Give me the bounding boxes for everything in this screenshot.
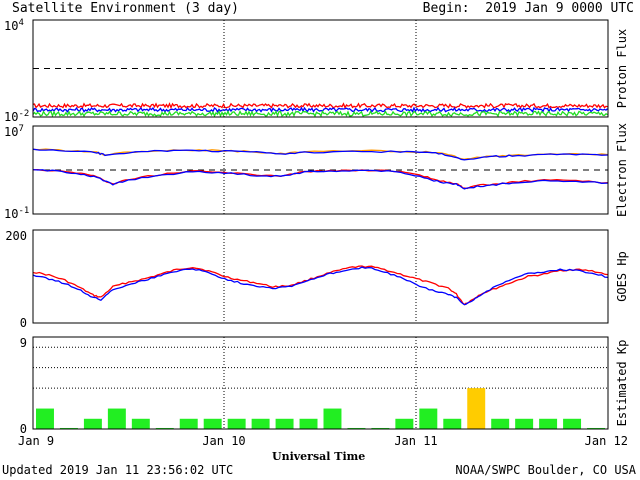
kp-bar	[491, 418, 510, 429]
y-tick-exponent: -1	[18, 206, 29, 216]
panel-frame	[32, 19, 609, 118]
kp-bar	[323, 408, 342, 429]
kp-bar	[587, 427, 605, 429]
y-axis-label: Proton Flux	[615, 29, 629, 108]
x-tick-label: Jan 9	[18, 434, 54, 448]
y-axis-label: Electron Flux	[615, 123, 629, 217]
y-tick-label: 0	[20, 316, 27, 330]
series-line-blue	[32, 168, 609, 190]
kp-bar	[59, 427, 78, 429]
begin-time: Begin: 2019 Jan 9 0000 UTC	[422, 1, 634, 16]
series-line-blue	[32, 106, 608, 114]
series-line-red	[32, 265, 609, 306]
credit-label: NOAA/SWPC Boulder, CO USA	[455, 463, 636, 477]
y-tick-label: 104	[4, 18, 24, 33]
kp-bar	[515, 418, 534, 429]
kp-bar	[443, 418, 462, 429]
y-tick-label: 107	[4, 124, 24, 139]
updated-timestamp: Updated 2019 Jan 11 23:56:02 UTC	[2, 463, 234, 477]
kp-bar	[83, 418, 102, 429]
x-axis-title: Universal Time	[272, 450, 366, 463]
kp-bar	[563, 418, 582, 429]
kp-bar	[299, 418, 318, 429]
kp-bar	[371, 427, 390, 429]
series-line-green	[32, 109, 608, 118]
y-tick-label: 9	[20, 336, 27, 350]
kp-bar	[419, 408, 438, 429]
y-axis-label: GOES Hp	[615, 251, 629, 302]
series-line-red	[32, 102, 608, 110]
kp-bar	[131, 418, 150, 429]
kp-bar	[107, 408, 126, 429]
kp-bar	[203, 418, 222, 429]
panel-frame	[32, 125, 609, 215]
series-line-blue	[32, 266, 609, 306]
y-tick-label: 200	[5, 229, 27, 243]
kp-bar	[395, 418, 414, 429]
panel-frame	[32, 229, 609, 324]
x-tick-label: Jan 11	[394, 434, 437, 448]
kp-bar	[467, 388, 486, 429]
kp-bar	[347, 427, 366, 429]
y-tick-exponent: 4	[18, 18, 23, 28]
y-tick-label: 10-2	[4, 109, 29, 124]
series-line-orange	[32, 148, 609, 160]
chart-title: Satellite Environment (3 day)	[12, 1, 239, 16]
series-line-blue	[32, 148, 609, 161]
panel-frame	[32, 336, 609, 430]
kp-bar	[275, 418, 294, 429]
y-tick-label: 0	[20, 422, 27, 436]
kp-bar	[251, 418, 270, 429]
kp-bar	[179, 418, 198, 429]
kp-bar	[539, 418, 558, 429]
kp-bar	[227, 418, 246, 429]
y-axis-label: Estimated Kp	[615, 340, 629, 427]
kp-bar	[36, 408, 54, 429]
x-tick-label: Jan 10	[202, 434, 245, 448]
series-line-red	[32, 169, 609, 190]
y-tick-exponent: 7	[18, 124, 23, 134]
y-tick-exponent: -2	[18, 109, 29, 119]
kp-bar	[155, 427, 174, 429]
x-tick-label: Jan 12	[585, 434, 628, 448]
y-tick-label: 10-1	[4, 206, 29, 221]
